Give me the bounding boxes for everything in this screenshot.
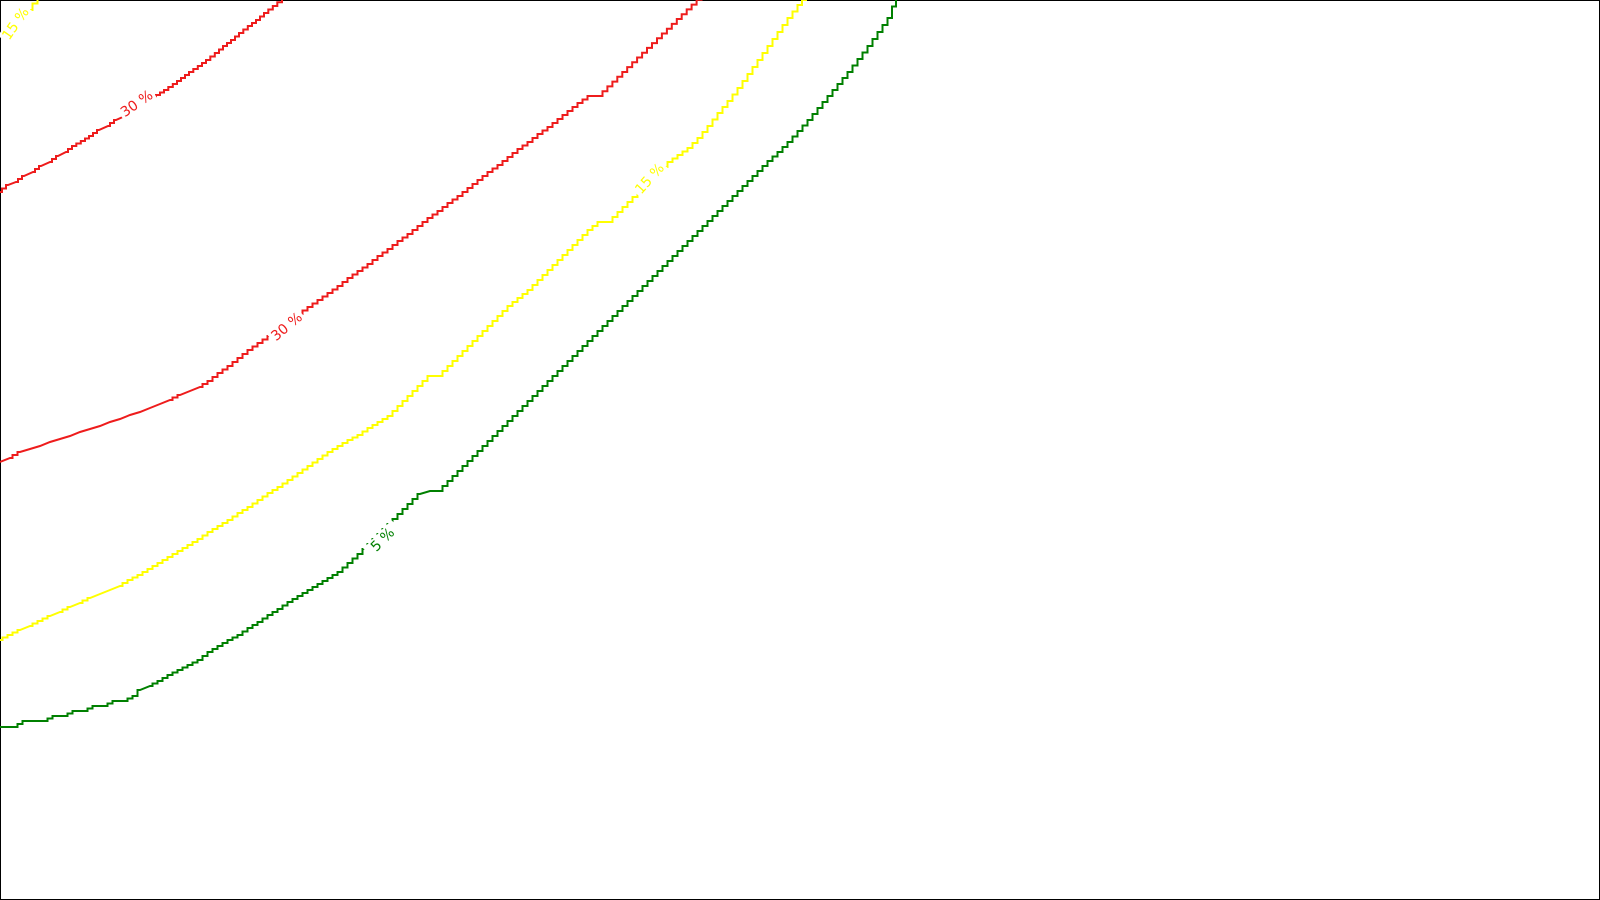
contour-lines — [0, 0, 897, 728]
contour-line-red-upper — [0, 0, 283, 193]
contour-line-red-lower — [0, 0, 703, 463]
contour-line-green-main — [0, 0, 897, 728]
contour-label-halo — [266, 308, 308, 346]
contour-line-yellow-main — [0, 0, 807, 641]
contour-label-halo — [0, 3, 35, 45]
contour-label-halo — [116, 85, 158, 123]
contour-label-halo — [363, 520, 403, 560]
contour-label-halo — [630, 158, 670, 200]
contour-line-yellow-top — [30, 0, 39, 11]
